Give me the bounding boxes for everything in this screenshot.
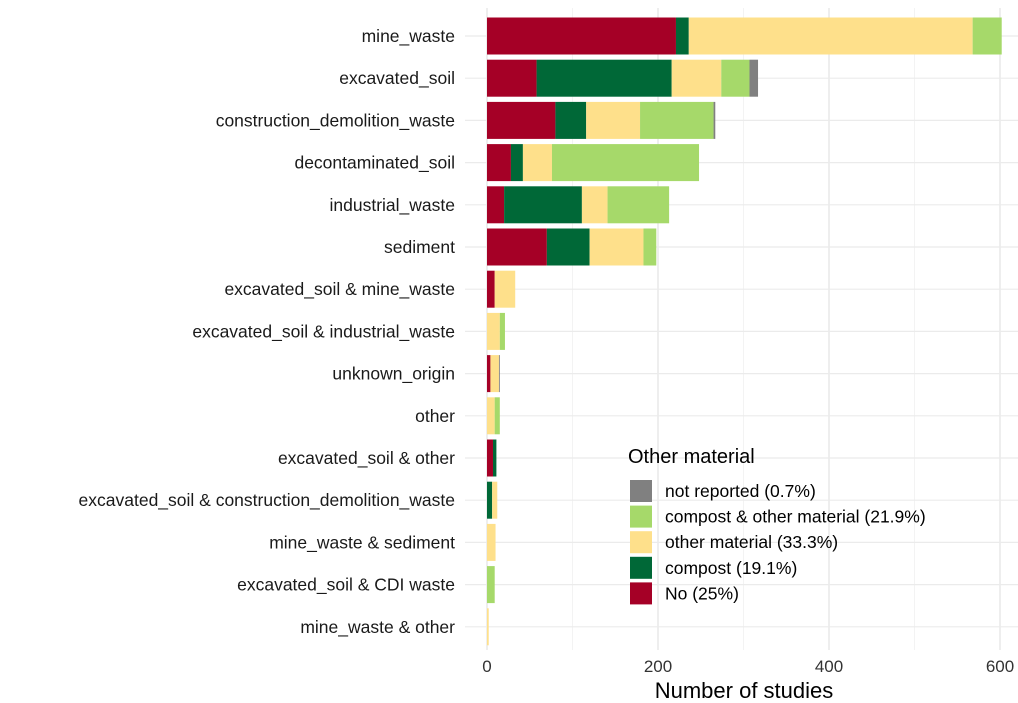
legend-swatch [630,480,652,502]
category-label: unknown_origin [332,364,455,385]
category-label: excavated_soil & construction_demolition… [79,490,455,511]
bar-segment [492,481,498,519]
bar-segment [490,355,499,393]
bar-segment [487,439,493,477]
legend: Other material not reported (0.7%) compos… [628,446,926,605]
legend-label: compost & other material (21.9%) [665,507,926,527]
bar-segment [494,270,516,308]
bar-segment [499,312,505,350]
bar-segment [675,17,689,55]
bar-segment [487,608,489,646]
bar-segment [494,397,500,435]
bar-segment [581,186,608,224]
bar-segment [551,144,700,182]
bar-segment [487,59,537,97]
bar-segment [504,186,582,224]
bar-segment [498,355,500,393]
legend-swatch [630,556,652,579]
legend-swatch [630,505,652,528]
category-label: mine_waste & other [300,617,455,638]
legend-swatch [630,531,652,554]
legend-label: No (25%) [665,583,739,603]
bar-segment [721,59,750,97]
bar-segment [643,228,657,266]
bar-segment [555,101,587,139]
bar-segment [749,59,759,97]
bar-segment [640,101,714,139]
category-label: mine_waste & sediment [269,532,455,553]
bars [487,17,1002,646]
bar-segment [487,186,505,224]
bar-segment [688,17,973,55]
bar-segment [487,355,491,393]
category-label: mine_waste [362,26,455,47]
bar-segment [607,186,670,224]
x-tick-label: 400 [815,657,843,676]
category-label: excavated_soil & mine_waste [224,279,455,300]
bar-segment [492,439,497,477]
bar-segment [510,144,523,182]
bar-segment [487,228,547,266]
bar-segment [487,397,495,435]
bar-segment [522,144,552,182]
category-label: other [415,406,455,426]
bar-segment [487,523,496,561]
bar-segment [972,17,1002,55]
x-tick-labels: 0 200 400 600 [482,657,1014,676]
category-label: excavated_soil & industrial_waste [192,321,455,342]
bar-segment [546,228,590,266]
legend-swatch [630,582,652,605]
category-label: construction_demolition_waste [216,110,455,131]
bar-segment [487,566,495,604]
bar-segment [487,312,500,350]
bar-segment [487,144,511,182]
legend-title: Other material [628,446,755,468]
bar-segment [713,101,716,139]
x-tick-label: 200 [644,657,672,676]
bar-segment [487,101,556,139]
category-label: excavated_soil & CDI waste [237,575,455,596]
bar-segment [586,101,641,139]
category-label: excavated_soil [339,68,455,89]
bar-segment [487,481,493,519]
category-label: excavated_soil & other [278,448,455,469]
x-tick-label: 600 [986,657,1014,676]
x-tick-label: 0 [482,657,491,676]
category-labels: mine_waste excavated_soil construction_dem… [79,26,456,638]
x-axis-title: Number of studies [655,678,834,703]
category-label: sediment [384,237,455,257]
category-label: decontaminated_soil [294,153,455,174]
bar-segment [671,59,722,97]
bar-segment [487,270,495,308]
legend-label: other material (33.3%) [665,532,838,552]
bar-segment [589,228,644,266]
bar-segment [487,17,676,55]
bar-segment [536,59,672,97]
category-label: industrial_waste [330,195,455,216]
legend-label: not reported (0.7%) [665,481,816,501]
legend-label: compost (19.1%) [665,558,797,578]
